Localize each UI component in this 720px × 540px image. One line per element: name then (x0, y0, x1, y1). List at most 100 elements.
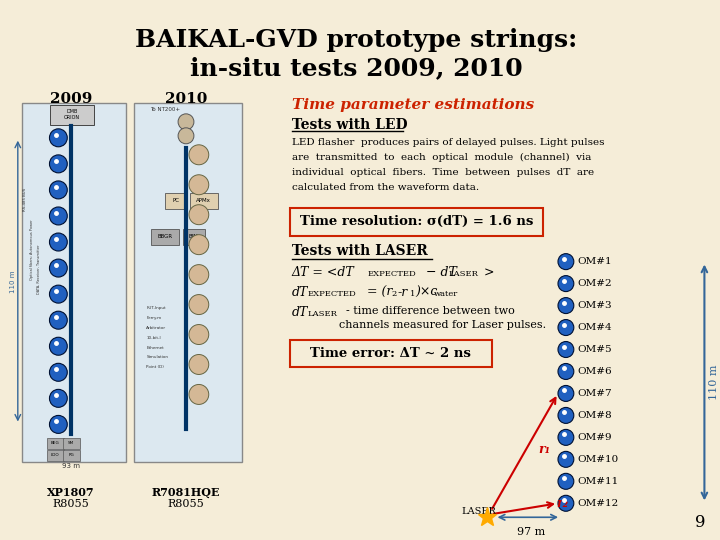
Circle shape (558, 429, 574, 445)
Text: SM: SM (68, 441, 74, 445)
Text: Ethernet: Ethernet (146, 346, 164, 349)
Text: OM#9: OM#9 (577, 433, 613, 442)
Circle shape (189, 205, 209, 225)
FancyBboxPatch shape (22, 103, 126, 462)
Text: XP1807: XP1807 (48, 487, 95, 498)
Text: channels measured for Laser pulses.: channels measured for Laser pulses. (339, 320, 546, 329)
Text: calculated from the waveform data.: calculated from the waveform data. (292, 183, 479, 192)
Text: Time resolution: σ(dT) = 1.6 ns: Time resolution: σ(dT) = 1.6 ns (300, 215, 534, 228)
Text: OM#7: OM#7 (577, 389, 613, 398)
Circle shape (50, 207, 67, 225)
Text: PC: PC (173, 198, 179, 203)
Text: = (r: = (r (363, 286, 392, 299)
Text: 2010: 2010 (165, 92, 207, 106)
Text: Tests with LED: Tests with LED (292, 118, 408, 132)
Text: LASER: LASER (448, 269, 478, 278)
Text: 97 m: 97 m (517, 527, 546, 537)
Circle shape (189, 325, 209, 345)
Text: are  transmitted  to  each  optical  module  (channel)  via: are transmitted to each optical module (… (292, 153, 591, 162)
Text: EXPECTED: EXPECTED (367, 269, 415, 278)
Text: r₁: r₁ (539, 443, 550, 456)
Circle shape (50, 363, 67, 381)
Text: >: > (480, 266, 495, 279)
Text: DATA, Receiver, Transmitter: DATA, Receiver, Transmitter (37, 245, 40, 294)
Text: Point (D): Point (D) (146, 366, 164, 369)
Text: APMx: APMx (197, 198, 211, 203)
Text: OM#8: OM#8 (577, 411, 613, 420)
Text: R8055: R8055 (53, 500, 89, 509)
Text: -r: -r (397, 286, 408, 299)
Text: water: water (434, 289, 459, 298)
Text: EXPECTED: EXPECTED (307, 289, 356, 298)
Text: R8055: R8055 (168, 500, 204, 509)
Text: Ferry.m: Ferry.m (146, 315, 162, 320)
Circle shape (558, 363, 574, 380)
Text: LASER: LASER (307, 309, 338, 318)
FancyBboxPatch shape (47, 450, 64, 461)
Text: PG: PG (68, 454, 74, 457)
Circle shape (558, 275, 574, 292)
Circle shape (50, 338, 67, 355)
Text: 93 m: 93 m (62, 463, 80, 469)
FancyBboxPatch shape (63, 438, 80, 449)
Text: OM#2: OM#2 (577, 279, 613, 288)
Text: DMB
ORION: DMB ORION (64, 110, 81, 120)
Text: BIM: BIM (189, 234, 199, 239)
Text: Tests with LASER: Tests with LASER (292, 244, 428, 258)
Text: Time parameter estimations: Time parameter estimations (292, 98, 534, 112)
FancyBboxPatch shape (183, 228, 204, 245)
FancyBboxPatch shape (134, 103, 243, 462)
Text: LED flasher  produces pairs of delayed pulses. Light pulses: LED flasher produces pairs of delayed pu… (292, 138, 604, 147)
Text: OM#12: OM#12 (577, 499, 619, 508)
Text: R7081HQE: R7081HQE (152, 487, 220, 498)
Circle shape (189, 175, 209, 195)
FancyBboxPatch shape (290, 208, 543, 235)
Text: LASER: LASER (461, 507, 496, 516)
FancyBboxPatch shape (290, 340, 492, 368)
Text: 2: 2 (392, 289, 397, 298)
Text: OM#10: OM#10 (577, 455, 619, 464)
Text: 110 m: 110 m (10, 271, 16, 293)
Circle shape (558, 451, 574, 467)
Circle shape (50, 415, 67, 434)
FancyBboxPatch shape (50, 105, 94, 125)
Circle shape (50, 389, 67, 407)
Text: OM#5: OM#5 (577, 345, 613, 354)
Circle shape (178, 128, 194, 144)
Text: − dT: − dT (423, 266, 457, 279)
Text: 9: 9 (696, 514, 706, 531)
Text: r₂: r₂ (556, 497, 568, 510)
Circle shape (50, 155, 67, 173)
FancyBboxPatch shape (47, 438, 64, 449)
Circle shape (558, 386, 574, 401)
Circle shape (558, 474, 574, 489)
FancyBboxPatch shape (151, 228, 179, 245)
Circle shape (50, 285, 67, 303)
Circle shape (189, 145, 209, 165)
Circle shape (558, 254, 574, 269)
Text: BEG: BEG (51, 441, 60, 445)
Circle shape (558, 341, 574, 357)
Circle shape (189, 295, 209, 315)
Circle shape (189, 235, 209, 255)
Text: - time difference between two: - time difference between two (339, 306, 515, 315)
Text: BAIKAL-GVD prototype strings:: BAIKAL-GVD prototype strings: (135, 28, 577, 52)
Circle shape (50, 311, 67, 329)
Text: ΔT = <dT: ΔT = <dT (292, 266, 355, 279)
Text: dT: dT (292, 306, 308, 319)
Circle shape (50, 233, 67, 251)
Text: Simulation: Simulation (146, 355, 168, 360)
FancyBboxPatch shape (190, 193, 217, 208)
Text: FUT-Input: FUT-Input (146, 306, 166, 309)
Circle shape (558, 320, 574, 335)
Circle shape (189, 384, 209, 404)
Circle shape (50, 259, 67, 277)
Text: dT: dT (292, 286, 308, 299)
Text: Arbitrator: Arbitrator (146, 326, 166, 329)
Circle shape (558, 495, 574, 511)
Text: individual  optical  fibers.  Time  between  pulses  dT  are: individual optical fibers. Time between … (292, 168, 594, 177)
Circle shape (558, 298, 574, 314)
Text: in-situ tests 2009, 2010: in-situ tests 2009, 2010 (190, 56, 523, 80)
Text: )×c: )×c (415, 286, 438, 299)
Text: RS-485 BUS: RS-485 BUS (23, 188, 27, 211)
